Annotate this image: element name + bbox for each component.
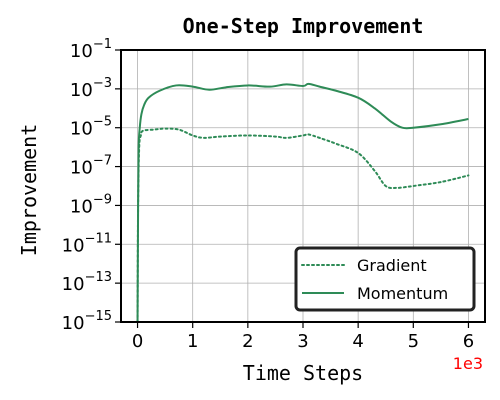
y-tick-label: 10−15 xyxy=(62,309,112,334)
x-tick-label: 6 xyxy=(463,331,474,352)
y-tick-label: 10−9 xyxy=(70,192,112,217)
y-tick-label: 10−13 xyxy=(62,270,112,295)
legend: Gradient Momentum xyxy=(294,246,476,312)
chart-title: One-Step Improvement xyxy=(183,14,424,38)
y-tick-label: 10−1 xyxy=(70,37,112,62)
plot-area xyxy=(136,82,470,323)
y-axis-label: Improvement xyxy=(17,124,41,256)
legend-label-momentum: Momentum xyxy=(357,284,448,303)
x-axis-offset-label: 1e3 xyxy=(453,354,483,373)
y-tick-label: 10−7 xyxy=(70,154,112,179)
legend-box xyxy=(294,246,476,312)
x-axis-label: Time Steps xyxy=(243,361,363,385)
series-line-momentum xyxy=(136,82,469,323)
x-tick-label: 1 xyxy=(187,331,198,352)
x-tick-label: 2 xyxy=(242,331,253,352)
x-tick-label: 3 xyxy=(297,331,308,352)
x-tick-label: 4 xyxy=(352,331,363,352)
x-tick-label: 0 xyxy=(132,331,143,352)
y-tick-label: 10−3 xyxy=(70,76,112,101)
y-tick-label: 10−5 xyxy=(70,115,112,140)
y-tick-label: 10−11 xyxy=(62,231,112,256)
x-tick-label: 5 xyxy=(408,331,419,352)
legend-label-gradient: Gradient xyxy=(357,256,427,275)
series-line-gradient xyxy=(136,127,470,323)
x-axis: 0 1 2 3 4 5 6 xyxy=(132,322,474,352)
y-axis: 10−15 10−13 10−11 10−9 10−7 10−5 10−3 10−1 xyxy=(62,37,121,334)
